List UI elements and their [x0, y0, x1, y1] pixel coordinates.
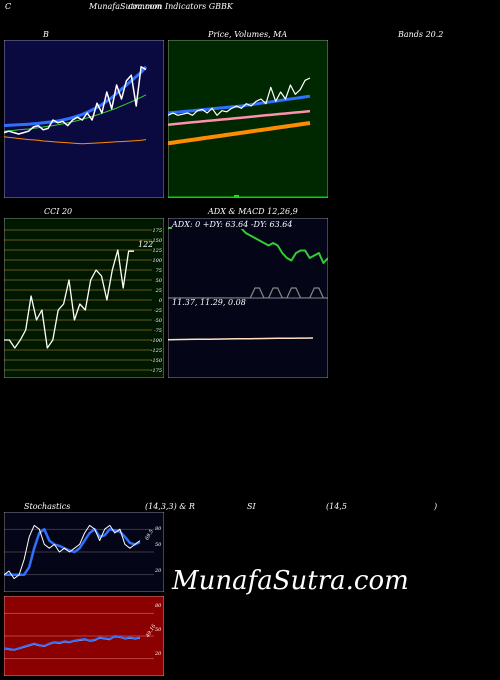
cci-tick-label: -75 — [154, 328, 162, 334]
stoch-title-part-4: (14,5 — [326, 502, 347, 511]
stoch-title-part-1: Stochastics — [24, 502, 71, 511]
cci-tick-label: 25 — [155, 288, 162, 294]
stoch-panel — [4, 512, 164, 592]
cci-last-value: 122 — [138, 240, 154, 249]
macd-plot — [168, 337, 314, 341]
cci-tick-label: 150 — [152, 238, 162, 244]
stoch-title-part-2: (14,3,3) & R — [145, 502, 195, 511]
b-price-line — [4, 66, 147, 135]
price-panel-title: Price, Volumes, MA — [208, 30, 288, 39]
b-panel-title: B — [43, 30, 49, 39]
price-ma-long-line — [168, 121, 311, 146]
macd-values: 11.37, 11.29, 0.08 — [172, 298, 246, 307]
macd-panel — [168, 298, 328, 378]
cci-tick-label: -50 — [154, 318, 163, 324]
b-plot — [4, 65, 148, 145]
stoch-tick-80: 80 — [155, 526, 162, 532]
b-middle-band-line — [4, 65, 148, 128]
cci-line — [4, 249, 134, 349]
stoch-plot — [4, 524, 141, 580]
cci-tick-label: -150 — [151, 358, 163, 364]
adx-macd-panel-title: ADX & MACD 12,26,9 — [208, 207, 298, 216]
header-subtitle: common Indicators GBBK — [128, 2, 233, 11]
cci-panel: 175 150 125 100 75 50 25 0 -25 -50 -75 -100 -125 -150… — [4, 218, 164, 378]
cci-plot — [4, 249, 134, 349]
cci-panel-title: CCI 20 — [44, 207, 73, 216]
stoch-title-part-3: SI — [247, 502, 256, 511]
cci-tick-label: 75 — [156, 268, 162, 274]
cci-tick-label: 125 — [152, 248, 162, 254]
rsi-panel — [4, 596, 164, 676]
rsi-tick-20: 20 — [155, 651, 162, 657]
cci-tick-label: 175 — [152, 228, 162, 234]
stoch-grid — [4, 529, 154, 575]
cci-tick-label: -25 — [154, 308, 162, 314]
adx-panel-background — [168, 218, 328, 298]
adx-legend: ADX: 0 +DY: 63.64 -DY: 63.64 — [172, 220, 293, 229]
header-site: MunafaSutra.com — [89, 2, 162, 11]
macd-line — [168, 337, 314, 341]
watermark: MunafaSutra.com — [172, 566, 409, 596]
stoch-tick-20: 20 — [155, 568, 162, 574]
price-ma-mid-line — [168, 109, 311, 126]
cci-tick-label: -175 — [151, 368, 162, 374]
price-close-line — [168, 77, 311, 116]
cci-tick-label: 0 — [159, 298, 163, 304]
b-lower-band-line — [4, 136, 147, 145]
rsi-line — [4, 635, 141, 651]
rsi-tick-50: 50 — [155, 627, 162, 633]
price-panel — [168, 40, 328, 198]
cci-tick-label: 50 — [156, 278, 163, 284]
bands-panel-title: Bands 20.2 — [398, 30, 444, 39]
cci-tick-label: 100 — [152, 258, 162, 264]
rsi-plot — [4, 635, 141, 651]
rsi-tick-80: 80 — [155, 603, 162, 609]
cci-tick-label: -100 — [151, 338, 163, 344]
cci-tick-label: -125 — [151, 348, 162, 354]
adx-panel — [168, 218, 328, 298]
stoch-k-line — [4, 524, 141, 580]
price-plot — [168, 77, 311, 146]
price-panel-background — [168, 40, 328, 198]
header-letter: C — [5, 2, 12, 11]
b-panel — [4, 40, 164, 198]
b-upper-band-line — [4, 94, 147, 132]
stoch-tick-50: 50 — [155, 542, 162, 548]
cci-grid: 175 150 125 100 75 50 25 0 -25 -50 -75 -100 -125 -150… — [4, 228, 163, 374]
stoch-title-part-5: ) — [434, 502, 438, 511]
rsi-grid — [4, 613, 154, 659]
price-ma-short-line — [168, 94, 311, 115]
